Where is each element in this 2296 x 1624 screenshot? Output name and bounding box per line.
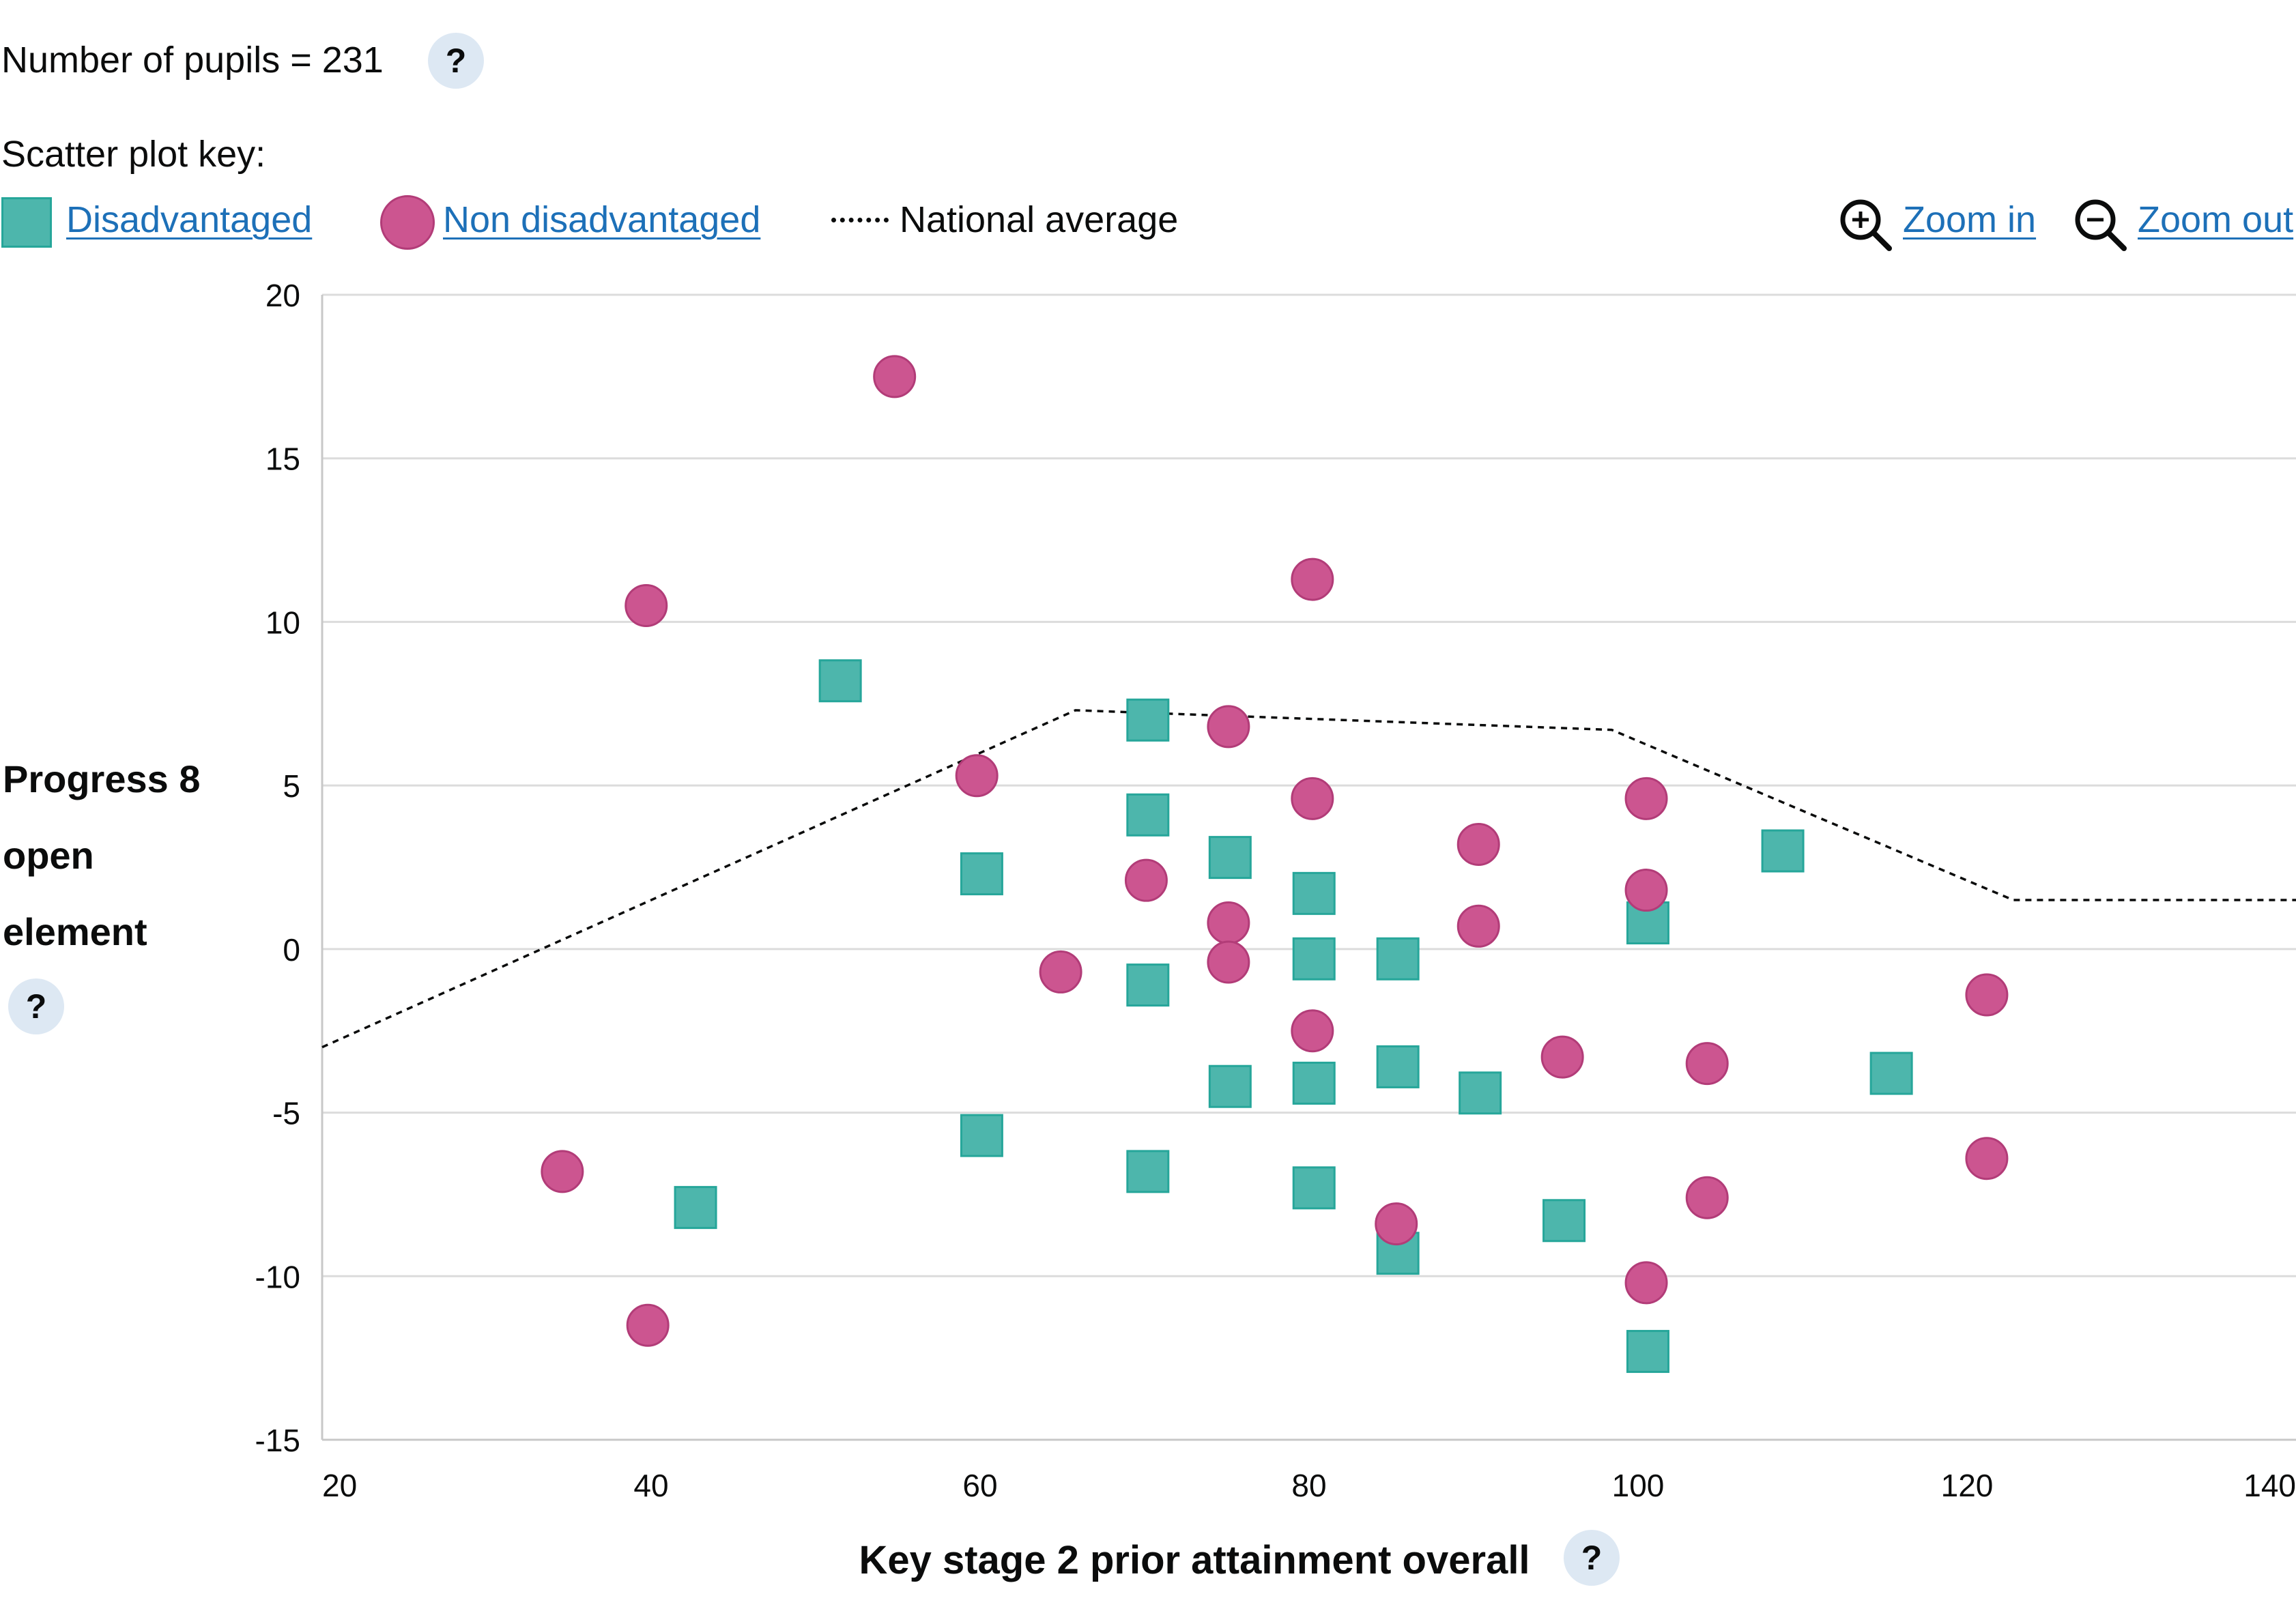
data-points bbox=[541, 355, 2009, 1374]
national-average-dotted-line-icon bbox=[831, 218, 889, 222]
non-disadvantaged-point bbox=[1624, 869, 1668, 912]
non-disadvantaged-point bbox=[1456, 904, 1500, 948]
disadvantaged-point bbox=[1376, 1045, 1420, 1088]
disadvantaged-point bbox=[1761, 829, 1805, 873]
pupils-count: Number of pupils = 231 bbox=[1, 40, 384, 81]
x-axis-label: Key stage 2 prior attainment overall bbox=[859, 1538, 1530, 1582]
disadvantaged-point bbox=[1292, 1166, 1336, 1210]
non-disadvantaged-point bbox=[955, 754, 999, 798]
grid-lines bbox=[322, 293, 2296, 1441]
disadvantaged-point bbox=[1126, 793, 1170, 837]
disadvantaged-point bbox=[1126, 1150, 1170, 1193]
non-disadvantaged-point bbox=[1291, 777, 1334, 820]
legend-title: Scatter plot key: bbox=[1, 134, 266, 175]
national-average-line bbox=[321, 709, 2296, 1049]
non-disadvantaged-point bbox=[1291, 1009, 1334, 1053]
x-tick-label: 80 bbox=[1291, 1468, 1326, 1503]
zoom-out-icon[interactable] bbox=[2072, 197, 2128, 252]
zoom-in-icon[interactable] bbox=[1837, 197, 1893, 252]
non-disadvantaged-point bbox=[1965, 1137, 2009, 1180]
non-disadvantaged-point bbox=[1624, 777, 1668, 820]
y-tick-label: -5 bbox=[272, 1096, 300, 1131]
disadvantaged-point bbox=[1292, 1061, 1336, 1105]
x-tick-label: 100 bbox=[1612, 1468, 1665, 1503]
disadvantaged-point bbox=[818, 659, 862, 703]
non-disadvantaged-point bbox=[626, 1303, 670, 1347]
disadvantaged-point bbox=[960, 852, 1003, 896]
non-disadvantaged-point bbox=[1965, 973, 2009, 1017]
non-disadvantaged-point bbox=[873, 355, 917, 398]
non-disadvantaged-point bbox=[541, 1150, 584, 1193]
non-disadvantaged-point bbox=[1375, 1202, 1418, 1246]
disadvantaged-point bbox=[1208, 1064, 1252, 1108]
non-disadvantaged-point bbox=[1124, 858, 1168, 902]
non-disadvantaged-point bbox=[1685, 1042, 1729, 1086]
non-disadvantaged-circle-icon bbox=[380, 195, 435, 250]
non-disadvantaged-point bbox=[1207, 940, 1250, 984]
y-tick-label: 20 bbox=[266, 278, 300, 313]
x-tick-label: 40 bbox=[633, 1468, 668, 1503]
disadvantaged-point bbox=[1126, 698, 1170, 742]
non-disadvantaged-point bbox=[1685, 1176, 1729, 1219]
legend-non-disadvantaged-link[interactable]: Non disadvantaged bbox=[443, 199, 761, 240]
disadvantaged-point bbox=[960, 1114, 1003, 1157]
tick-labels: -15 -10 -5 0 5 10 15 20 20 40 60 80 100 120 140 bbox=[255, 278, 2296, 1503]
disadvantaged-point bbox=[1459, 1071, 1502, 1115]
legend-national-average-label: National average bbox=[900, 199, 1179, 240]
x-axis-help-icon[interactable]: ? bbox=[1564, 1530, 1620, 1586]
x-tick-label: 140 bbox=[2243, 1468, 2296, 1503]
disadvantaged-point bbox=[1542, 1199, 1586, 1243]
zoom-in-link[interactable]: Zoom in bbox=[1903, 199, 2037, 240]
zoom-out-link[interactable]: Zoom out bbox=[2138, 199, 2294, 240]
non-disadvantaged-point bbox=[1456, 822, 1500, 866]
y-tick-label: -10 bbox=[255, 1259, 300, 1294]
disadvantaged-point bbox=[674, 1186, 717, 1230]
disadvantaged-square-icon bbox=[1, 197, 52, 248]
disadvantaged-point bbox=[1626, 1330, 1669, 1374]
non-disadvantaged-point bbox=[1207, 901, 1250, 945]
disadvantaged-point bbox=[1869, 1052, 1913, 1095]
axes bbox=[321, 295, 2296, 1441]
y-tick-label: 10 bbox=[266, 605, 300, 640]
y-axis-help-icon[interactable]: ? bbox=[8, 978, 64, 1034]
disadvantaged-point bbox=[1292, 871, 1336, 915]
y-tick-label: 5 bbox=[283, 768, 300, 804]
non-disadvantaged-point bbox=[1039, 950, 1082, 994]
y-tick-label: -15 bbox=[255, 1423, 300, 1458]
non-disadvantaged-point bbox=[1540, 1035, 1584, 1079]
disadvantaged-point bbox=[1376, 937, 1420, 981]
non-disadvantaged-point bbox=[625, 583, 668, 627]
x-tick-label: 20 bbox=[322, 1468, 357, 1503]
pupils-help-icon[interactable]: ? bbox=[428, 33, 484, 89]
disadvantaged-point bbox=[1126, 963, 1170, 1007]
y-tick-label: 0 bbox=[283, 932, 300, 968]
x-tick-label: 60 bbox=[962, 1468, 997, 1503]
non-disadvantaged-point bbox=[1624, 1261, 1668, 1305]
y-tick-label: 15 bbox=[266, 441, 300, 477]
non-disadvantaged-point bbox=[1291, 557, 1334, 601]
non-disadvantaged-point bbox=[1207, 705, 1250, 749]
disadvantaged-point bbox=[1292, 937, 1336, 981]
national-average-polyline bbox=[321, 709, 2296, 1049]
disadvantaged-point bbox=[1208, 836, 1252, 880]
legend-disadvantaged-link[interactable]: Disadvantaged bbox=[66, 199, 313, 240]
x-tick-label: 120 bbox=[1941, 1468, 1994, 1503]
y-axis-label: Progress 8 open element bbox=[3, 757, 201, 953]
